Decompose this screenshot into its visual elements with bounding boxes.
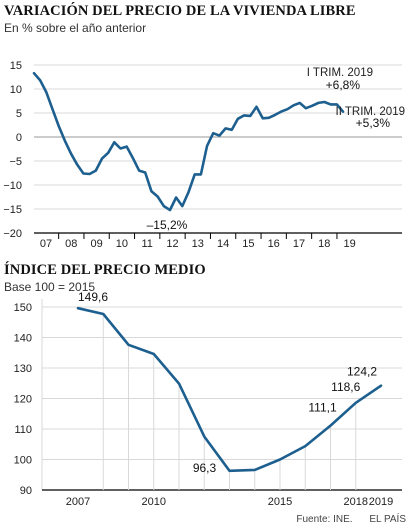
series-line-indice bbox=[76, 306, 383, 473]
data-label: 111,1 bbox=[308, 401, 337, 415]
y-tick-label: −20 bbox=[3, 228, 22, 240]
y-tick-label: 120 bbox=[14, 394, 32, 406]
y-tick-label: 150 bbox=[14, 302, 32, 314]
x-tick-label: 19 bbox=[343, 238, 355, 250]
x-tick-label: 18 bbox=[318, 238, 330, 250]
source-text: Fuente: INE. bbox=[296, 514, 353, 525]
source-footer: Fuente: INE. EL PAÍS bbox=[282, 514, 406, 525]
y-tick-label: 90 bbox=[20, 485, 32, 497]
x-tick-label: 10 bbox=[116, 238, 128, 250]
x-tick-label: 17 bbox=[293, 238, 305, 250]
annotation-label-i-trim: I TRIM. 2019 bbox=[307, 67, 373, 79]
y-tick-label: −5 bbox=[9, 156, 22, 168]
series-line-variacion bbox=[32, 71, 345, 212]
chart2-subtitle: Base 100 = 2015 bbox=[4, 280, 96, 294]
annotation-value-i-trim: +6,8% bbox=[326, 78, 361, 92]
annotation-value-ii-trim: +5,3% bbox=[356, 116, 391, 130]
y-tick-label: −10 bbox=[3, 180, 22, 192]
x-tick-label: 09 bbox=[90, 238, 102, 250]
y-tick-label: 15 bbox=[10, 60, 22, 72]
data-label: 124,2 bbox=[347, 365, 377, 379]
x-tick-label: 2010 bbox=[142, 496, 166, 508]
y-tick-label: 0 bbox=[16, 132, 22, 144]
chart1-subtitle: En % sobre el año anterior bbox=[4, 21, 147, 35]
x-tick-label: 11 bbox=[141, 238, 152, 250]
chart2-title: ÍNDICE DEL PRECIO MEDIO bbox=[4, 262, 206, 278]
data-label: 149,6 bbox=[78, 290, 108, 304]
annotation-min-value: –15,2% bbox=[147, 218, 188, 232]
y-tick-label: 130 bbox=[14, 363, 32, 375]
x-tick-label: 2018 bbox=[344, 496, 368, 508]
data-label: 118,6 bbox=[331, 380, 360, 394]
y-tick-label: −15 bbox=[3, 204, 22, 216]
y-tick-label: 5 bbox=[16, 108, 22, 120]
x-tick-label: 2007 bbox=[66, 496, 90, 508]
y-tick-label: 10 bbox=[10, 84, 22, 96]
chart1-title: VARIACIÓN DEL PRECIO DE LA VIVIENDA LIBR… bbox=[4, 3, 356, 19]
x-tick-label: 07 bbox=[40, 238, 52, 250]
x-tick-label: 2015 bbox=[268, 496, 292, 508]
x-tick-label: 14 bbox=[217, 238, 229, 250]
annotation-label-ii-trim: II TRIM. 2019 bbox=[336, 106, 405, 118]
x-tick-label: 15 bbox=[242, 238, 254, 250]
x-tick-label: 08 bbox=[65, 238, 77, 250]
x-tick-label: 12 bbox=[166, 238, 178, 250]
y-tick-label: 110 bbox=[14, 424, 32, 436]
x-tick-label: 16 bbox=[268, 238, 280, 250]
data-label: 96,3 bbox=[193, 461, 217, 475]
credit-text: EL PAÍS bbox=[369, 514, 406, 525]
x-tick-label: 2019 bbox=[369, 496, 393, 508]
y-tick-label: 140 bbox=[14, 333, 32, 345]
y-tick-label: 100 bbox=[14, 455, 32, 467]
x-tick-label: 13 bbox=[192, 238, 204, 250]
